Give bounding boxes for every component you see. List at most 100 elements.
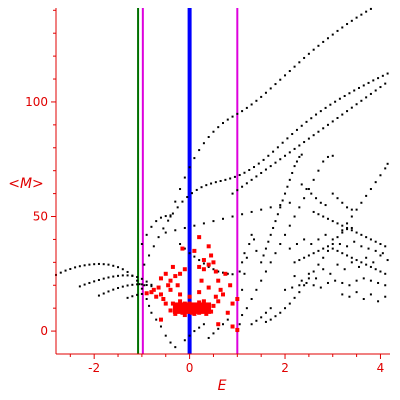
black-data-point	[193, 157, 196, 160]
black-data-point	[243, 171, 246, 174]
black-data-point	[107, 276, 110, 279]
red-data-point	[211, 303, 216, 308]
black-data-point	[241, 185, 244, 188]
black-data-point	[281, 141, 284, 144]
black-data-point	[336, 236, 339, 239]
black-data-point	[126, 270, 129, 273]
black-data-point	[162, 227, 165, 230]
red-data-point	[206, 285, 211, 290]
black-data-point	[269, 233, 272, 236]
red-data-point	[218, 287, 223, 292]
black-data-point	[331, 192, 334, 195]
black-data-point	[264, 311, 267, 314]
black-data-point	[360, 201, 363, 204]
black-data-point	[97, 262, 100, 265]
red-data-point	[192, 311, 197, 316]
black-data-point	[369, 279, 372, 282]
black-data-point	[183, 176, 186, 179]
black-data-point	[183, 247, 186, 250]
black-data-point	[148, 254, 151, 257]
red-data-point	[151, 287, 156, 292]
black-data-point	[312, 178, 315, 181]
black-data-point	[198, 326, 201, 329]
black-data-point	[346, 226, 349, 229]
black-data-point	[93, 280, 96, 283]
black-data-point	[312, 134, 315, 137]
black-data-point	[305, 281, 308, 284]
black-data-point	[303, 141, 306, 144]
black-data-point	[293, 275, 296, 278]
black-data-point	[150, 311, 153, 314]
black-data-point	[243, 252, 246, 255]
black-data-point	[331, 154, 334, 157]
black-data-point	[222, 271, 224, 274]
black-data-point	[269, 261, 272, 264]
black-data-point	[179, 243, 182, 246]
black-data-point	[334, 279, 337, 282]
black-data-point	[300, 183, 303, 186]
black-data-point	[164, 334, 167, 337]
black-data-point	[288, 247, 291, 250]
red-data-point	[216, 322, 221, 327]
black-data-point	[293, 261, 296, 264]
black-data-point	[303, 197, 306, 200]
black-data-point	[238, 323, 241, 326]
red-data-point	[175, 308, 180, 313]
black-data-point	[336, 249, 339, 252]
black-data-point	[379, 243, 382, 246]
black-data-point	[384, 272, 387, 275]
black-data-point	[255, 249, 258, 252]
black-data-point	[381, 74, 384, 77]
x-tick-label: 0	[186, 361, 194, 375]
black-data-point	[150, 283, 153, 286]
black-data-point	[355, 16, 358, 19]
black-data-point	[350, 106, 353, 109]
black-data-point	[353, 240, 356, 243]
red-data-point	[163, 271, 168, 276]
black-data-point	[169, 215, 172, 218]
black-data-point	[131, 295, 134, 298]
black-data-point	[250, 323, 253, 326]
black-data-point	[262, 254, 265, 257]
black-data-point	[307, 137, 310, 140]
black-data-point	[319, 201, 322, 204]
black-data-point	[324, 204, 327, 207]
red-data-point	[154, 294, 159, 299]
red-data-point	[189, 310, 194, 315]
black-data-point	[264, 247, 267, 250]
black-data-point	[236, 189, 239, 192]
black-data-point	[322, 256, 325, 259]
black-data-point	[360, 245, 363, 248]
black-data-point	[312, 210, 315, 213]
black-data-point	[298, 155, 301, 158]
black-data-point	[250, 298, 253, 301]
black-data-point	[269, 318, 272, 321]
black-data-point	[217, 327, 220, 330]
black-data-point	[78, 285, 81, 288]
black-data-point	[288, 70, 291, 73]
black-data-point	[88, 263, 91, 266]
black-data-point	[198, 259, 201, 262]
red-data-point	[168, 308, 173, 313]
black-data-point	[341, 229, 344, 232]
black-data-point	[274, 252, 277, 255]
black-data-point	[281, 199, 284, 202]
black-data-point	[198, 149, 201, 152]
black-data-point	[284, 74, 287, 77]
black-data-point	[355, 259, 358, 262]
black-data-point	[369, 7, 372, 10]
black-data-point	[260, 95, 263, 98]
black-data-point	[288, 224, 291, 227]
black-data-point	[83, 264, 86, 267]
black-data-point	[131, 283, 134, 286]
black-data-point	[348, 92, 351, 95]
x-tick-label: 4	[377, 361, 385, 375]
black-data-point	[88, 281, 91, 284]
black-data-point	[164, 215, 167, 218]
black-data-point	[284, 307, 287, 310]
black-data-point	[219, 180, 222, 182]
black-data-point	[322, 247, 325, 250]
red-data-point	[199, 309, 204, 314]
red-data-point	[230, 301, 235, 306]
black-data-point	[112, 264, 115, 267]
